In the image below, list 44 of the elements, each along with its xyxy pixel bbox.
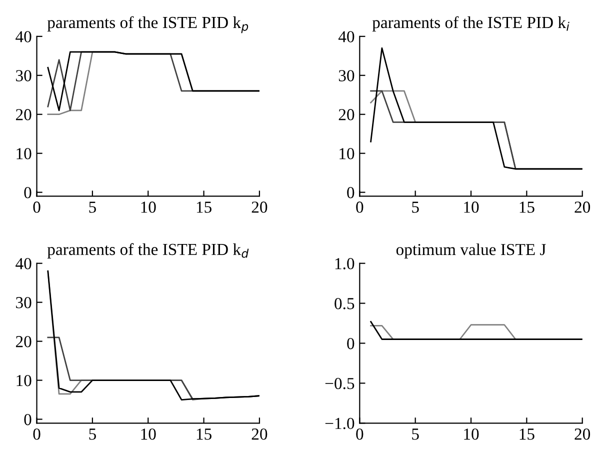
x-tick-label: 0 (33, 202, 40, 213)
y-tick-label: 40 (16, 258, 32, 270)
x-tick-label: 10 (464, 428, 479, 440)
y-tick-label: 0.5 (334, 298, 354, 310)
y-tick-label: 1.0 (335, 258, 354, 270)
y-tick-label: 40 (338, 31, 354, 42)
x-tick-label: 15 (196, 428, 212, 440)
y-tick-label: 40 (16, 31, 32, 42)
x-tick-label: 15 (520, 202, 534, 213)
x-tick-label: 5 (412, 428, 419, 440)
x-tick-label: 10 (141, 428, 156, 440)
y-tick-label: 30 (16, 70, 32, 82)
chart-title: paraments of the ISTE PID k$_{p}$ (47, 16, 248, 34)
x-tick-label: 20 (574, 428, 590, 440)
x-tick-label: 0 (356, 428, 364, 440)
x-tick-label: 15 (196, 202, 212, 213)
y-tick-label: 20 (338, 109, 354, 120)
x-tick-label: 15 (520, 428, 534, 440)
x-tick-label: 0 (33, 428, 40, 440)
x-tick-label: 20 (252, 202, 268, 213)
x-tick-label: 20 (252, 428, 268, 440)
chart-title: optimum value ISTE J (396, 243, 546, 259)
x-tick-label: 5 (89, 202, 96, 213)
y-tick-label: 0 (347, 338, 354, 350)
y-tick-label: 30 (338, 70, 354, 82)
y-tick-label: −0.5 (325, 378, 354, 390)
y-tick-label: 0 (347, 187, 354, 198)
y-tick-label: 0 (24, 414, 32, 426)
x-tick-label: 5 (89, 428, 96, 440)
x-tick-label: 0 (356, 202, 364, 213)
y-tick-label: 10 (16, 374, 32, 386)
y-tick-label: 0 (24, 187, 32, 198)
chart-title: paraments of the ISTE PID k$_{d}$ (47, 243, 249, 258)
y-tick-label: 30 (16, 297, 32, 308)
x-tick-label: 10 (464, 202, 479, 213)
y-tick-label: −1.0 (325, 418, 354, 430)
y-tick-label: 10 (16, 148, 32, 160)
y-tick-label: 20 (16, 336, 32, 348)
x-tick-label: 5 (412, 202, 419, 213)
x-tick-label: 20 (574, 202, 590, 213)
y-tick-label: 10 (340, 148, 354, 160)
y-tick-label: 20 (16, 109, 32, 120)
x-tick-label: 10 (141, 202, 156, 213)
chart-title: paraments of the ISTE PID k$_{i}$ (372, 16, 570, 32)
